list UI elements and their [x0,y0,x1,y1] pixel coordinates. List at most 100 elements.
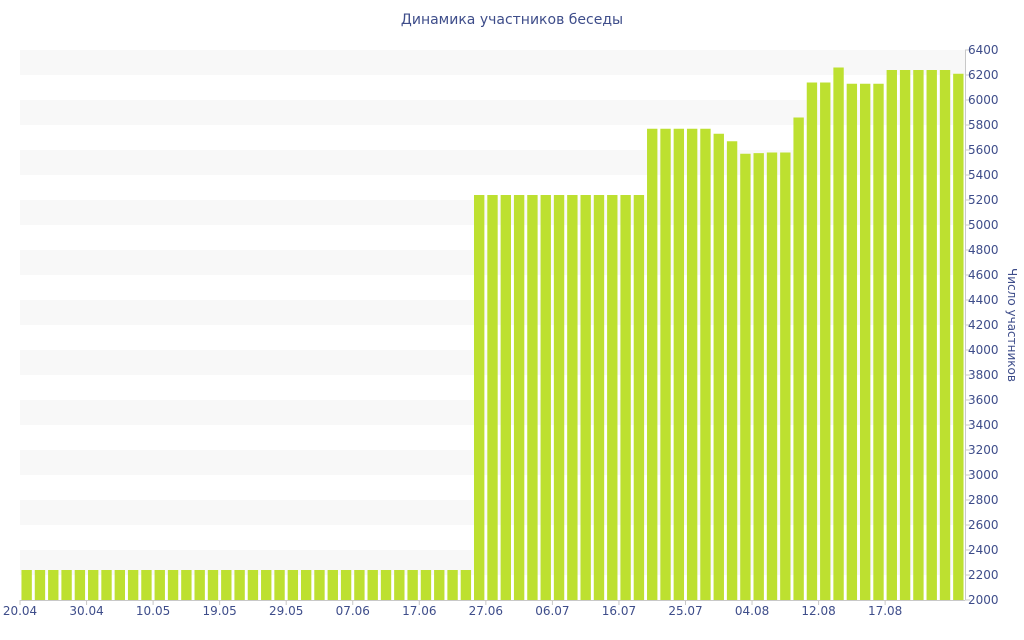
bar [513,195,525,600]
bar [873,83,884,600]
bar [101,570,112,600]
bar [487,195,498,600]
y-tick-label: 3600 [968,393,999,407]
y-tick-label: 4400 [968,293,999,307]
y-axis-title: Число участников [1005,268,1019,382]
y-tick-label: 3800 [968,368,999,382]
bar [21,570,32,600]
bar [154,570,165,600]
bar [380,570,392,600]
x-tick-label: 27.06 [469,604,503,618]
y-tick-label: 3400 [968,418,999,432]
bar [354,570,365,600]
y-axis-ticks: 2000 2200 2400 2600 2800 3000 3200 3400 3600 3800… [965,43,999,607]
bar [820,82,831,600]
bar [580,195,591,600]
x-tick-label: 19.05 [202,604,236,618]
y-tick-label: 5200 [968,193,999,207]
bar [660,128,671,600]
y-tick-label: 2400 [968,543,999,557]
bar [181,570,192,600]
bar [886,70,897,600]
bar [61,570,72,600]
bar [261,570,272,600]
bar [127,570,139,600]
y-tick-label: 3000 [968,468,999,482]
bar [846,83,858,600]
bar [221,570,232,600]
bar [673,128,685,600]
bar [686,128,698,600]
y-tick-label: 2200 [968,568,999,582]
bar [780,152,791,600]
bar [806,82,818,600]
x-tick-label: 12.08 [801,604,835,618]
bar [647,128,658,600]
bar [194,570,205,600]
bar [939,70,951,600]
bar [447,570,458,600]
bar [247,570,259,600]
x-tick-label: 25.07 [668,604,702,618]
bar [620,195,631,600]
bar [593,195,605,600]
bar [420,570,432,600]
bar [114,570,126,600]
x-tick-label: 06.07 [535,604,569,618]
bar [913,70,924,600]
bar [859,83,871,600]
x-axis-ticks: 20.04 30.04 10.05 19.05 29.05 07.06 17.06 27.06… [3,600,902,618]
bar [314,570,325,600]
x-tick-label: 30.04 [69,604,103,618]
chart-title: Динамика участников беседы [400,12,624,28]
y-tick-label: 6200 [968,68,999,82]
y-tick-label: 6400 [968,43,999,57]
y-tick-label: 2800 [968,493,999,507]
x-tick-label: 17.06 [402,604,436,618]
bar [74,570,86,600]
y-tick-label: 2600 [968,518,999,532]
x-tick-label: 04.08 [735,604,769,618]
bar [833,67,844,600]
bar [300,570,312,600]
bar [474,195,485,600]
y-tick-label: 4800 [968,243,999,257]
bar [713,133,724,600]
x-tick-label: 20.04 [3,604,37,618]
bar [899,70,911,600]
x-tick-label: 16.07 [602,604,636,618]
bar [926,70,937,600]
bar [367,570,378,600]
bar [460,570,472,600]
bar [34,570,46,600]
y-tick-label: 2000 [968,593,999,607]
y-tick-label: 5600 [968,143,999,157]
bar [287,570,299,600]
y-tick-label: 5400 [968,168,999,182]
bar [234,570,245,600]
x-tick-label: 17.08 [868,604,902,618]
bar-series [21,67,964,601]
y-tick-label: 4600 [968,268,999,282]
bar [740,153,751,600]
bar [500,195,511,600]
bar [407,570,418,600]
bar [527,195,538,600]
bar [953,73,964,600]
bar [274,570,285,600]
y-tick-label: 5800 [968,118,999,132]
y-tick-label: 3200 [968,443,999,457]
bar [434,570,445,600]
bar [394,570,405,600]
bar [340,570,352,600]
bar [327,570,338,600]
y-tick-label: 4200 [968,318,999,332]
y-tick-label: 6000 [968,93,999,107]
x-tick-label: 10.05 [136,604,170,618]
bar [753,153,764,601]
bar [540,195,551,600]
bar [48,570,59,600]
grid-band [20,50,965,75]
